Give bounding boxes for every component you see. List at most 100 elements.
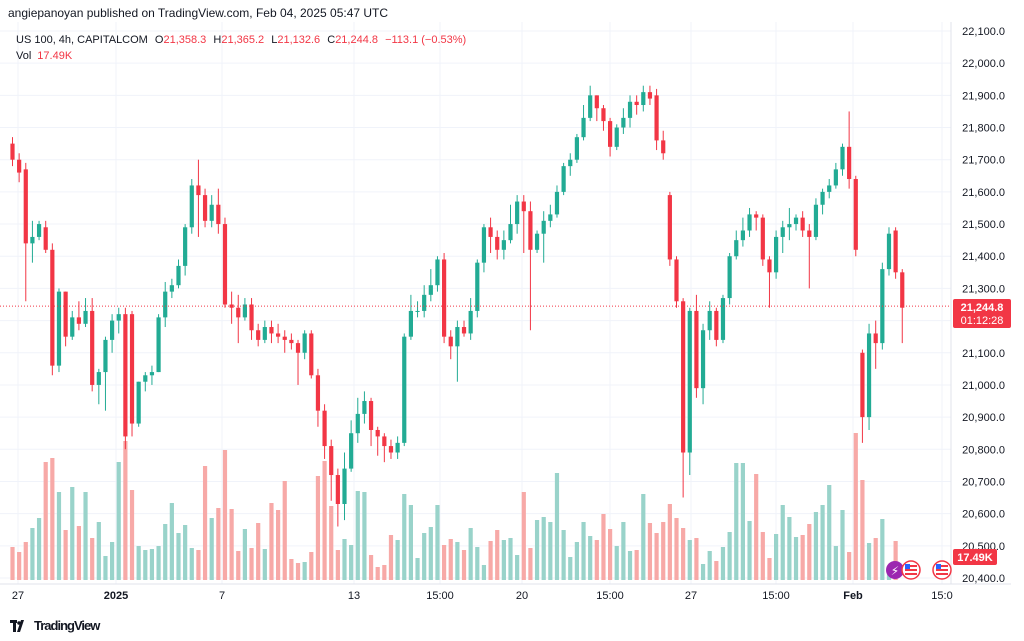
candle-body [110, 320, 115, 340]
volume-bar [63, 530, 68, 580]
symbol-label[interactable]: US 100, 4h, CAPITALCOM [16, 34, 148, 46]
volume-bar [289, 559, 294, 580]
candle-body [574, 137, 579, 160]
countdown-value: 01:12:28 [961, 315, 1004, 327]
candle-body [382, 436, 387, 447]
volume-bar [76, 526, 81, 580]
volume-bar [329, 506, 334, 580]
volume-bar [827, 485, 832, 580]
y-tick-label: 21,900.0 [962, 90, 1005, 102]
volume-bar [408, 505, 413, 580]
candle-body [282, 336, 287, 340]
candle-body [767, 259, 772, 273]
candle-body [129, 314, 135, 424]
volume-legend: Vol 17.49K [16, 48, 72, 64]
volume-bar [56, 492, 62, 580]
volume-bar [501, 540, 506, 580]
candle-body [96, 372, 101, 385]
y-tick-label: 20,700.0 [962, 476, 1005, 488]
candle-body [355, 413, 360, 434]
volume-bar [534, 520, 540, 580]
volume-bar [621, 522, 626, 580]
volume-bar [163, 524, 168, 580]
volume-bar [694, 538, 699, 580]
close-value: 21,244.8 [335, 34, 379, 46]
volume-bar [515, 555, 520, 580]
volume-bar [488, 541, 493, 580]
volume-bar [468, 528, 473, 580]
y-tick-label: 20,400.0 [962, 573, 1005, 585]
volume-bar [461, 550, 467, 580]
candle-body [800, 217, 805, 231]
volume-bar [847, 552, 852, 580]
volume-bar [156, 546, 161, 580]
volume-bar [627, 551, 633, 580]
candle-body [594, 95, 599, 109]
tradingview-logo-icon [10, 619, 24, 632]
candle-body [143, 375, 148, 382]
candle-body [886, 233, 892, 270]
candle-body [335, 475, 340, 504]
volume-bar [581, 522, 586, 580]
candle-body [362, 401, 367, 414]
volume-bar [342, 539, 347, 580]
y-tick-label: 20,900.0 [962, 412, 1005, 424]
volume-bar [754, 474, 759, 580]
candle-body [262, 327, 267, 340]
candle-body [176, 265, 181, 286]
volume-bar [661, 522, 666, 580]
dividend-marker-icon [886, 561, 904, 579]
x-tick-label: 27 [685, 590, 697, 602]
candle-body [866, 333, 872, 418]
volume-bar [853, 433, 858, 580]
volume-bar [143, 550, 148, 580]
volume-bar [382, 565, 387, 580]
candle-body [581, 117, 586, 138]
candlesticks [10, 85, 905, 527]
volume-bar [614, 546, 619, 580]
candle-body [276, 333, 281, 337]
volume-bar [687, 540, 692, 580]
candle-body [302, 333, 307, 353]
candle-body [501, 240, 506, 250]
candle-body [349, 433, 354, 469]
volume-bar [282, 481, 287, 580]
volume-bar [475, 547, 480, 580]
volume-bar [415, 558, 420, 580]
candle-body [50, 249, 55, 366]
candle-body [621, 117, 626, 128]
volume-bar [256, 523, 261, 580]
volume-bar [90, 538, 95, 580]
candle-body [375, 429, 380, 437]
volume-bar [866, 543, 872, 580]
candle-body [700, 330, 706, 389]
volume-bar [800, 535, 805, 580]
volume-bar [667, 504, 672, 580]
candle-body [787, 224, 792, 228]
volume-bar [634, 550, 639, 580]
candle-body [461, 327, 467, 334]
candle-body [807, 230, 812, 237]
volume-badge-value: 17.49K [957, 552, 993, 564]
candle-body [103, 339, 108, 373]
volume-bar [767, 558, 772, 580]
candle-body [442, 259, 447, 337]
event-markers: ⚡ [886, 560, 952, 580]
candle-body [860, 352, 865, 418]
candle-body [840, 146, 845, 170]
volume-bar [30, 528, 35, 580]
candle-body [83, 310, 88, 324]
candle-body [853, 179, 858, 250]
candle-body [548, 214, 553, 221]
low-value: 21,132.6 [277, 34, 321, 46]
volume-bar [355, 491, 360, 580]
volume-label[interactable]: Vol [16, 50, 32, 62]
candle-body [309, 333, 314, 376]
y-tick-label: 21,000.0 [962, 380, 1005, 392]
volume-bar [375, 567, 380, 580]
volume-bar [349, 545, 354, 580]
candle-body [249, 304, 254, 331]
volume-bar [747, 521, 752, 580]
candle-body [900, 272, 905, 308]
